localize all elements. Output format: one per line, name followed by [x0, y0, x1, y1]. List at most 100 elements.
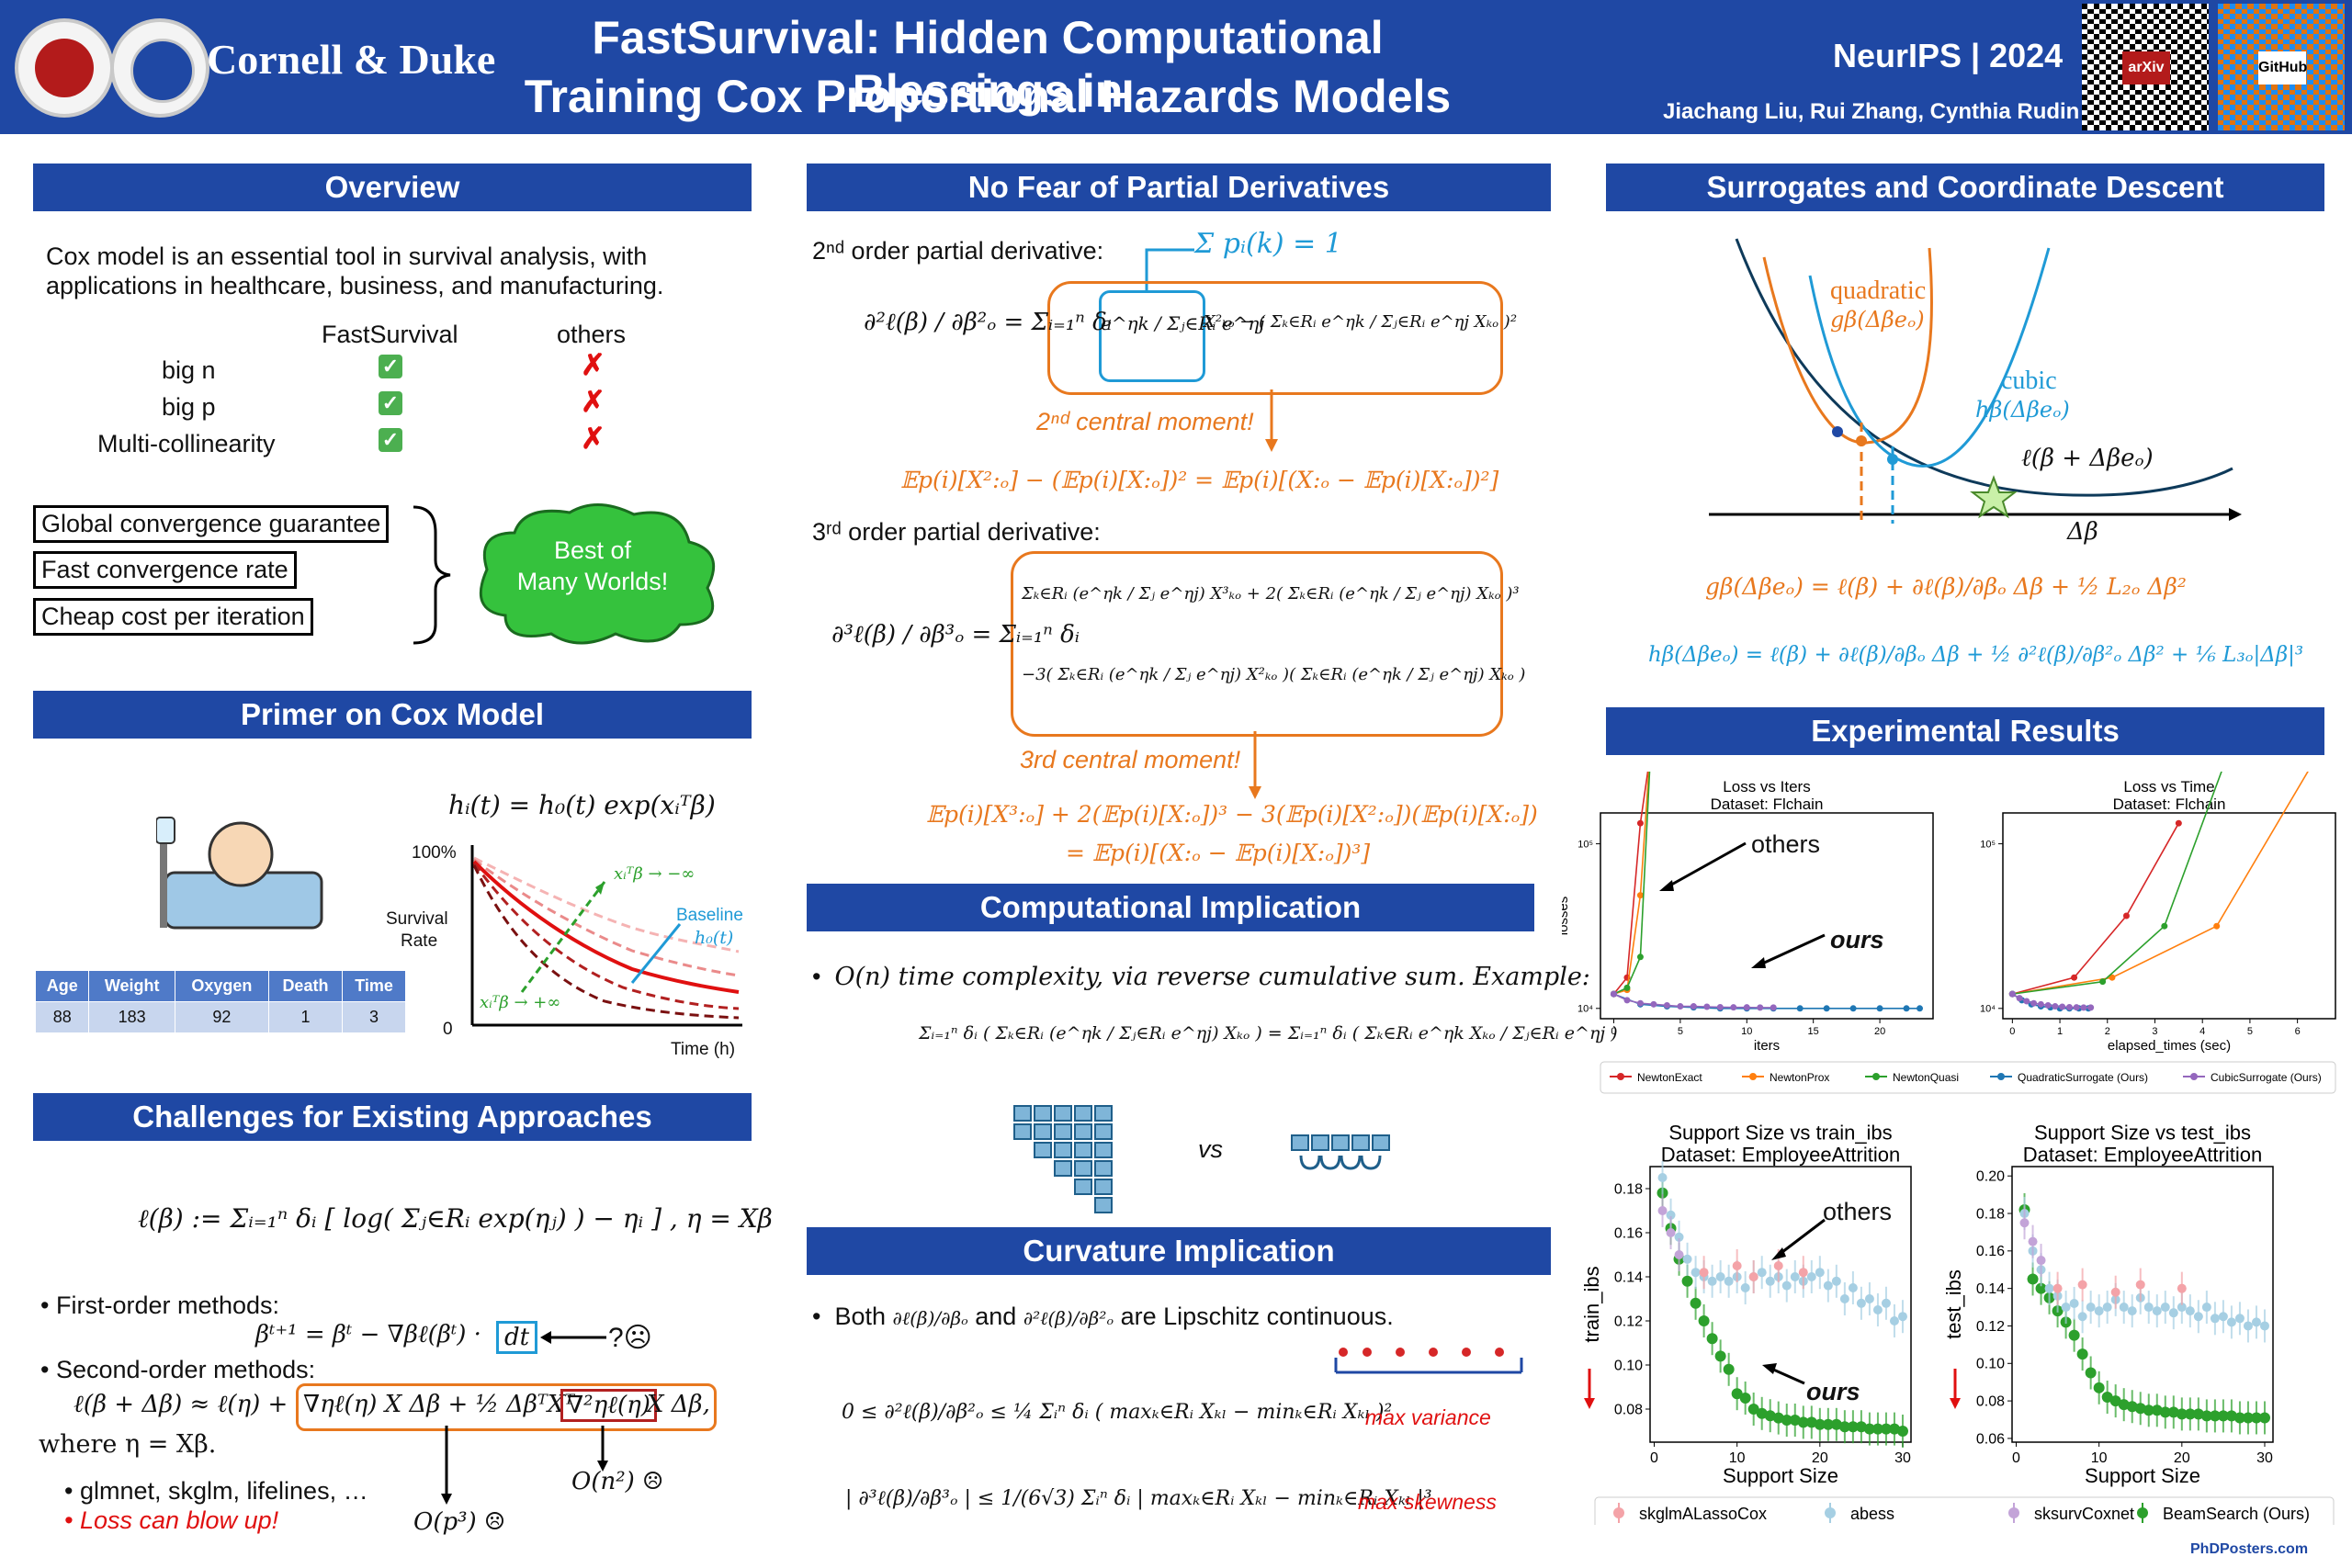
data-point — [1897, 1312, 1907, 1322]
skewness-bound-eq: | ∂³ℓ(β)/∂β³ₒ | ≤ 1/(6√3) Σᵢⁿ δᵢ | maxₖ∈… — [845, 1487, 1432, 1510]
y-tick-label: 0.06 — [1976, 1431, 2005, 1447]
data-point — [2059, 1003, 2066, 1010]
cumsum-block — [1094, 1105, 1113, 1122]
github-badge: GitHub — [2258, 51, 2307, 85]
first-order-text: First-order methods: — [55, 1292, 280, 1319]
overview-intro-line2: applications in healthcare, business, an… — [46, 272, 664, 299]
data-point — [1772, 1412, 1784, 1424]
data-point — [1855, 1421, 1867, 1433]
cumsum-block — [1074, 1160, 1092, 1177]
data-point — [1636, 819, 1644, 827]
data-point — [1838, 1421, 1850, 1433]
overview-header: Overview — [33, 164, 752, 211]
series-line — [1613, 772, 1651, 995]
data-point — [2008, 990, 2016, 998]
max-skewness-label: max skewness — [1358, 1490, 1497, 1514]
both-text: Both — [834, 1303, 887, 1330]
data-point — [1666, 1210, 1676, 1220]
data-point — [2159, 1406, 2171, 1418]
arxiv-qr-code[interactable]: arXiv — [2082, 4, 2209, 130]
data-point — [1731, 1388, 1743, 1400]
cumsum-block — [1034, 1105, 1052, 1122]
x-axis-label: Support Size — [2085, 1464, 2200, 1487]
data-point — [2176, 1408, 2188, 1420]
cumsum-block — [1094, 1197, 1113, 1213]
data-point — [2044, 1001, 2052, 1009]
row-blocks-diagram — [1291, 1134, 1390, 1170]
data-point — [1798, 1268, 1808, 1278]
second-order-equation-c: X Δβ, — [647, 1391, 710, 1418]
label-xb-pos-inf: xᵢᵀβ → +∞ — [480, 993, 561, 1012]
data-point — [2109, 974, 2116, 981]
table-header: Age — [34, 970, 90, 1002]
data-point — [1743, 1004, 1750, 1011]
curvature-header: Curvature Implication — [807, 1227, 1551, 1275]
data-point — [2094, 1306, 2104, 1316]
cloud-text-line1: Best of — [553, 536, 632, 564]
loss-equation: ℓ(β) := Σᵢ₌₁ⁿ δᵢ [ log( Σⱼ∈Rᵢ exp(ηⱼ) ) … — [138, 1203, 773, 1234]
table-row: 88 183 92 1 3 — [34, 1001, 406, 1033]
y-tick-label: 0.16 — [1614, 1225, 1643, 1241]
plot-frame — [2011, 1166, 2274, 1443]
chart-subtitle: Dataset: Flchain — [2113, 795, 2226, 813]
data-point — [2135, 1280, 2145, 1290]
data-point — [2028, 1236, 2038, 1247]
cumsum-block — [1074, 1142, 1092, 1158]
chart-subtitle: Dataset: Flchain — [1711, 795, 1824, 813]
data-point — [1748, 1272, 1758, 1281]
h-surrogate-equation: hβ(Δβeₒ) = ℓ(β) + ∂ℓ(β)/∂βₒ Δβ + ½ ∂²ℓ(β… — [1648, 643, 2304, 667]
data-point — [1765, 1276, 1775, 1286]
max-variance-dots-diagram — [1334, 1348, 1523, 1374]
x-tick-label: 0 — [1650, 1450, 1658, 1466]
data-point — [1781, 1280, 1792, 1291]
data-point — [1856, 1298, 1866, 1308]
cumsum-block — [1054, 1160, 1072, 1177]
x-tick-label: 0 — [2009, 1026, 2015, 1037]
data-point — [1814, 1418, 1826, 1430]
data-point — [2192, 1408, 2204, 1420]
series-line — [1612, 772, 1649, 995]
baseline-label: Baseline — [676, 906, 743, 925]
y-axis-label: train_ibs — [1580, 1266, 1603, 1342]
legend-label: skglmALassoCox — [1639, 1505, 1767, 1523]
data-point — [2077, 1312, 2087, 1322]
legend-marker — [1825, 1507, 1836, 1518]
data-point — [2073, 1004, 2080, 1011]
data-point — [2023, 998, 2030, 1005]
complexity-op3: O(p³) ☹ — [413, 1508, 506, 1536]
check-icon: ✓ — [379, 355, 402, 378]
data-point — [1756, 1407, 1768, 1419]
data-point — [2099, 978, 2107, 986]
surrogate-curves-diagram — [1709, 238, 2242, 524]
phdposters-logo: PhDPosters.com — [2190, 1541, 2309, 1557]
reverse-cumsum-eq: Σᵢ₌₁ⁿ δᵢ ( Σₖ∈Rᵢ (e^ηk / Σⱼ∈Rᵢ e^ηj) Xₖₒ… — [919, 1023, 1618, 1043]
legend-frame — [1594, 1496, 2335, 1525]
data-point — [2068, 1329, 2080, 1341]
poster-header: Cornell & Duke FastSurvival: Hidden Comp… — [0, 0, 2352, 134]
x-axis-label: Time (h) — [671, 1040, 736, 1059]
legend-label: CubicSurrogate (Ours) — [2211, 1071, 2322, 1084]
github-qr-code[interactable]: GitHub — [2218, 4, 2345, 130]
data-point — [1822, 1418, 1834, 1430]
data-point — [1770, 1004, 1777, 1011]
data-point — [2122, 912, 2130, 919]
data-point — [2213, 922, 2221, 930]
data-point — [2200, 1410, 2212, 1422]
data-point — [1839, 1294, 1849, 1303]
data-point — [1917, 1005, 1924, 1012]
results-header: Experimental Results — [1606, 707, 2324, 755]
university-name: Cornell & Duke — [207, 36, 496, 83]
y-axis-label-line2: Rate — [401, 931, 438, 951]
data-point — [1724, 1276, 1734, 1286]
expectation-eq-3-line2: = 𝔼p(i)[(X:ₒ − 𝔼p(i)[X:ₒ])³] — [1066, 840, 1371, 866]
x-tick-label: 20 — [1812, 1450, 1828, 1466]
central-moment-3: 3rd central moment! — [1020, 746, 1241, 773]
data-point — [2127, 1306, 2137, 1316]
data-point — [1698, 1315, 1710, 1326]
y-tick-label: 10⁴ — [1577, 1003, 1593, 1014]
y-tick-label: 0.12 — [1976, 1319, 2005, 1335]
third-partial-line1: Σₖ∈Rᵢ (e^ηk / Σⱼ e^ηj) X³ₖₒ + 2( Σₖ∈Rᵢ (… — [1022, 584, 1520, 604]
legend-marker — [1613, 1507, 1624, 1518]
y-tick-label: 0.20 — [1976, 1169, 2005, 1185]
data-point — [2061, 1303, 2071, 1313]
